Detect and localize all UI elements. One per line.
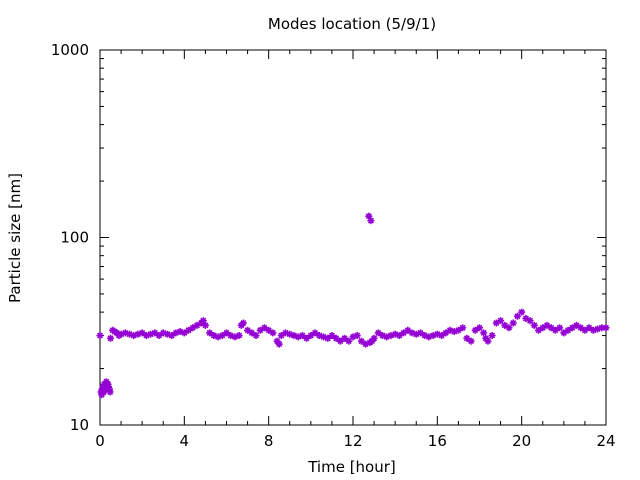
x-tick-labels: 0 4 8 12 16 20 24	[95, 432, 615, 450]
x-tick-label: 24	[596, 432, 615, 450]
data-point	[488, 332, 496, 340]
y-tick-label: 1000	[51, 41, 89, 59]
x-tick-label: 12	[343, 432, 362, 450]
y-axis-label: Particle size [nm]	[6, 173, 24, 303]
data-point	[345, 337, 353, 345]
data-point	[484, 337, 492, 345]
axis-ticks	[99, 49, 607, 426]
data-point	[577, 324, 585, 332]
x-tick-label: 16	[428, 432, 447, 450]
y-tick-label: 10	[70, 416, 89, 434]
data-point	[471, 326, 479, 334]
data-point	[509, 319, 517, 327]
data-point	[564, 326, 572, 334]
x-axis-label: Time [hour]	[307, 458, 396, 476]
data-point	[370, 334, 378, 342]
y-tick-labels: 10 100 1000	[51, 41, 89, 434]
data-points	[96, 212, 610, 399]
data-point	[307, 332, 315, 340]
y-tick-label: 100	[60, 229, 89, 247]
data-point	[438, 332, 446, 340]
data-point	[199, 317, 207, 325]
data-point	[505, 324, 513, 332]
data-point	[96, 332, 104, 340]
data-point	[206, 329, 214, 337]
x-tick-label: 0	[95, 432, 105, 450]
data-point	[513, 312, 521, 320]
data-point	[269, 329, 277, 337]
data-point	[275, 340, 283, 348]
data-point	[518, 308, 526, 316]
data-point	[602, 324, 610, 332]
data-point	[467, 337, 475, 345]
data-point	[416, 329, 424, 337]
data-point	[387, 332, 395, 340]
data-point	[581, 326, 589, 334]
x-tick-label: 8	[264, 432, 274, 450]
data-point	[104, 380, 112, 388]
data-point	[252, 332, 260, 340]
chart-title: Modes location (5/9/1)	[268, 15, 436, 33]
data-point	[353, 332, 361, 340]
data-point	[556, 324, 564, 332]
x-tick-label: 20	[512, 432, 531, 450]
data-point	[201, 321, 209, 329]
data-point	[526, 317, 534, 325]
data-point	[107, 334, 115, 342]
data-point	[480, 329, 488, 337]
plot-frame	[99, 49, 607, 426]
data-point	[459, 324, 467, 332]
data-point	[235, 332, 243, 340]
x-tick-label: 4	[180, 432, 190, 450]
data-point	[476, 324, 483, 332]
data-point	[185, 326, 193, 334]
data-point	[530, 321, 538, 329]
data-point	[239, 319, 247, 327]
data-point	[155, 332, 163, 340]
data-point	[497, 317, 505, 325]
data-point	[106, 388, 114, 396]
data-point	[341, 334, 349, 342]
data-point	[367, 217, 375, 225]
data-point	[303, 334, 311, 342]
